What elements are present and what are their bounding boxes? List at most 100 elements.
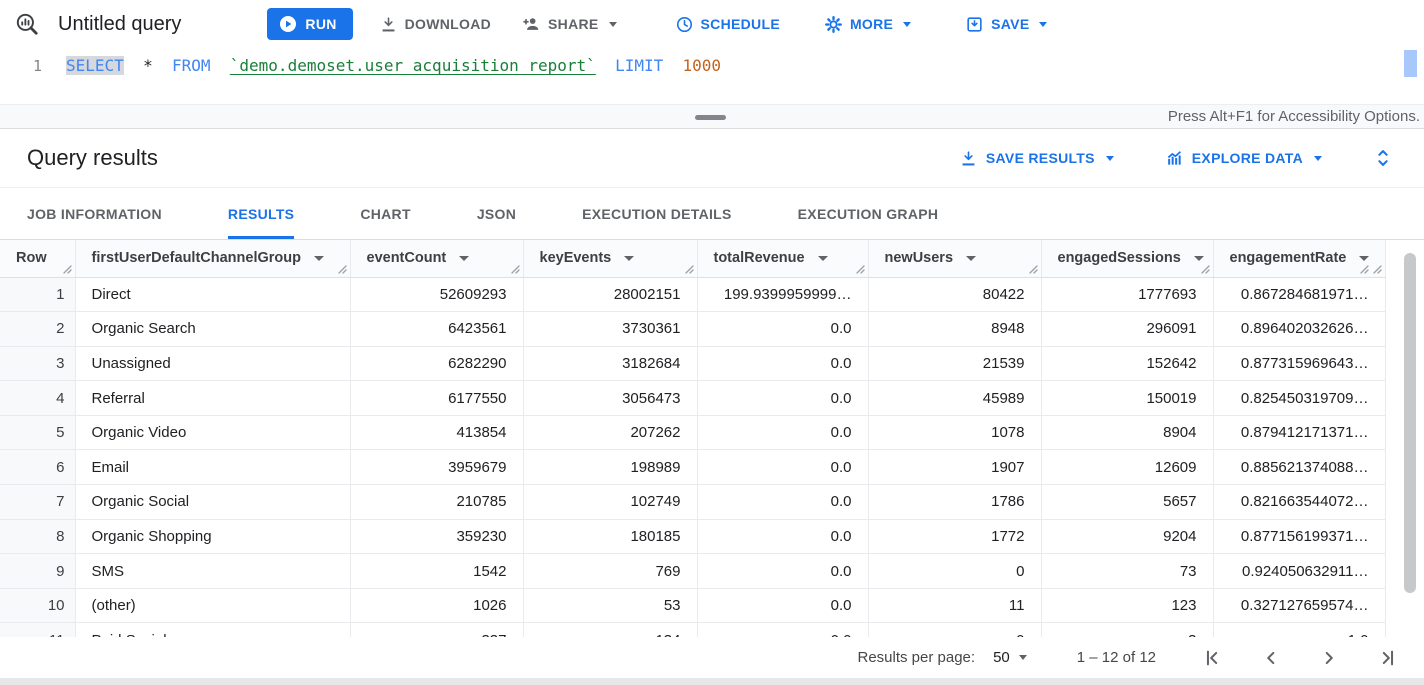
column-resize-handle[interactable] bbox=[62, 264, 72, 274]
sql-keyword-select: SELECT bbox=[66, 56, 124, 75]
row-number-cell: 6 bbox=[0, 449, 76, 486]
cell-keyevents: 198989 bbox=[523, 449, 698, 486]
more-button[interactable]: MORE bbox=[824, 15, 912, 34]
cell-newusers: 1786 bbox=[868, 484, 1042, 520]
cell-engagementrate: 0.877315969643… bbox=[1213, 346, 1386, 382]
column-resize-handle[interactable] bbox=[1359, 264, 1369, 274]
table-row: 2 Organic Search 6423561 3730361 0.0 8948 2960… bbox=[0, 311, 1386, 347]
column-header-engagementrate: engagementRate bbox=[1213, 240, 1386, 278]
tab-job-information[interactable]: JOB INFORMATION bbox=[27, 205, 162, 222]
run-button[interactable]: RUN bbox=[267, 8, 353, 40]
next-page-button[interactable] bbox=[1318, 647, 1340, 669]
save-button[interactable]: SAVE bbox=[965, 15, 1048, 34]
schedule-button[interactable]: SCHEDULE bbox=[675, 15, 780, 34]
save-results-button[interactable]: SAVE RESULTS bbox=[959, 149, 1114, 168]
previous-page-button[interactable] bbox=[1260, 647, 1282, 669]
sort-caret-icon[interactable] bbox=[313, 255, 324, 261]
tab-chart[interactable]: CHART bbox=[360, 205, 411, 222]
cell-eventcount: 6423561 bbox=[350, 311, 524, 347]
cell-totalrevenue: 0.0 bbox=[697, 311, 869, 347]
first-page-button[interactable] bbox=[1202, 647, 1224, 669]
table-row: 5 Organic Video 413854 207262 0.0 1078 8904 0.8… bbox=[0, 415, 1386, 451]
column-resize-handle[interactable] bbox=[1028, 264, 1038, 274]
cell-totalrevenue: 0.0 bbox=[697, 519, 869, 555]
table-row: 4 Referral 6177550 3056473 0.0 45989 150019 0.8… bbox=[0, 380, 1386, 416]
sort-caret-icon[interactable] bbox=[1359, 255, 1370, 261]
tab-execution-details[interactable]: EXECUTION DETAILS bbox=[582, 205, 732, 222]
sort-caret-icon[interactable] bbox=[624, 255, 635, 261]
explore-data-button[interactable]: EXPLORE DATA bbox=[1164, 148, 1322, 168]
chevron-down-icon bbox=[903, 21, 912, 27]
cell-engagedsessions: 12609 bbox=[1041, 449, 1214, 486]
editor-scrollbar[interactable] bbox=[1404, 50, 1417, 77]
cell-firstuserdefaultchannelgroup: Organic Search bbox=[75, 311, 351, 347]
cell-engagedsessions: 3 bbox=[1041, 622, 1214, 637]
cell-engagementrate: 0.896402032626… bbox=[1213, 311, 1386, 347]
cell-firstuserdefaultchannelgroup: Unassigned bbox=[75, 346, 351, 382]
sort-caret-icon[interactable] bbox=[817, 255, 828, 261]
column-label: newUsers bbox=[884, 250, 954, 267]
column-resize-handle[interactable] bbox=[1372, 264, 1382, 274]
cell-newusers: 0 bbox=[868, 622, 1042, 637]
results-title: Query results bbox=[27, 145, 158, 170]
cell-engagementrate: 0.821663544072… bbox=[1213, 484, 1386, 520]
column-resize-handle[interactable] bbox=[337, 264, 347, 274]
column-resize-handle[interactable] bbox=[1200, 264, 1210, 274]
row-number-cell: 8 bbox=[0, 519, 76, 555]
sql-code-line: SELECT * FROM `demo.demoset.user_acquisi… bbox=[50, 48, 721, 104]
gear-icon bbox=[824, 15, 843, 34]
horizontal-scrollbar-track[interactable] bbox=[0, 678, 1424, 685]
download-button[interactable]: DOWNLOAD bbox=[379, 15, 491, 34]
cell-keyevents: 769 bbox=[523, 553, 698, 589]
last-page-button[interactable] bbox=[1376, 647, 1398, 669]
column-header-keyevents: keyEvents bbox=[523, 240, 698, 278]
cell-engagedsessions: 73 bbox=[1041, 553, 1214, 589]
first-page-icon bbox=[1202, 647, 1224, 669]
unfold-icon bbox=[1372, 147, 1394, 169]
cell-eventcount: 3959679 bbox=[350, 449, 524, 486]
sql-table-reference[interactable]: `demo.demoset.user_acquisition_report` bbox=[229, 56, 596, 75]
cell-engagementrate: 0.879412171371… bbox=[1213, 415, 1386, 451]
play-icon bbox=[279, 15, 297, 33]
column-label: keyEvents bbox=[539, 250, 612, 267]
cell-engagedsessions: 9204 bbox=[1041, 519, 1214, 555]
column-label: engagementRate bbox=[1229, 250, 1347, 267]
chevron-down-icon bbox=[608, 21, 617, 27]
cell-eventcount: 6177550 bbox=[350, 380, 524, 416]
column-header-engagedsessions: engagedSessions bbox=[1041, 240, 1214, 278]
splitter-drag-handle[interactable] bbox=[695, 115, 726, 120]
cell-totalrevenue: 0.0 bbox=[697, 553, 869, 589]
clock-icon bbox=[675, 15, 694, 34]
cell-engagedsessions: 1777693 bbox=[1041, 277, 1214, 313]
cell-eventcount: 6282290 bbox=[350, 346, 524, 382]
column-resize-handle[interactable] bbox=[510, 264, 520, 274]
table-row: 8 Organic Shopping 359230 180185 0.0 1772 9204… bbox=[0, 519, 1386, 555]
pagination-bar: Results per page: 50 1 – 12 of 12 bbox=[0, 637, 1424, 678]
expand-collapse-panel-button[interactable] bbox=[1372, 147, 1394, 169]
table-row: 10 (other) 1026 53 0.0 11 123 0.327127659574… bbox=[0, 588, 1386, 624]
column-resize-handle[interactable] bbox=[684, 264, 694, 274]
table-row: 11Paid Social3371340.0031.0 bbox=[0, 622, 1386, 637]
cell-newusers: 80422 bbox=[868, 277, 1042, 313]
sort-caret-icon[interactable] bbox=[1193, 255, 1204, 261]
table-vertical-scrollbar[interactable] bbox=[1404, 253, 1416, 593]
column-label: totalRevenue bbox=[713, 250, 805, 267]
sql-editor[interactable]: 1 SELECT * FROM `demo.demoset.user_acqui… bbox=[0, 48, 1424, 104]
sort-caret-icon[interactable] bbox=[459, 255, 470, 261]
tab-json[interactable]: JSON bbox=[476, 205, 517, 222]
explore-chart-icon bbox=[1164, 148, 1184, 168]
share-button[interactable]: SHARE bbox=[521, 14, 617, 34]
page-size-select[interactable]: 50 bbox=[993, 649, 1027, 666]
table-header-row: Row firstUserDefaultChannelGroup eventCoun… bbox=[0, 240, 1386, 278]
column-resize-handle[interactable] bbox=[855, 264, 865, 274]
cell-keyevents: 102749 bbox=[523, 484, 698, 520]
tab-execution-graph[interactable]: EXECUTION GRAPH bbox=[797, 205, 939, 222]
page-title: Untitled query bbox=[58, 12, 182, 35]
chevron-down-icon bbox=[1018, 655, 1027, 660]
sort-caret-icon[interactable] bbox=[966, 255, 977, 261]
cell-engagedsessions: 150019 bbox=[1041, 380, 1214, 416]
cell-eventcount: 359230 bbox=[350, 519, 524, 555]
cell-engagementrate: 0.924050632911… bbox=[1213, 553, 1386, 589]
results-header: Query results SAVE RESULTS bbox=[0, 129, 1424, 188]
tab-results[interactable]: RESULTS bbox=[228, 188, 294, 239]
